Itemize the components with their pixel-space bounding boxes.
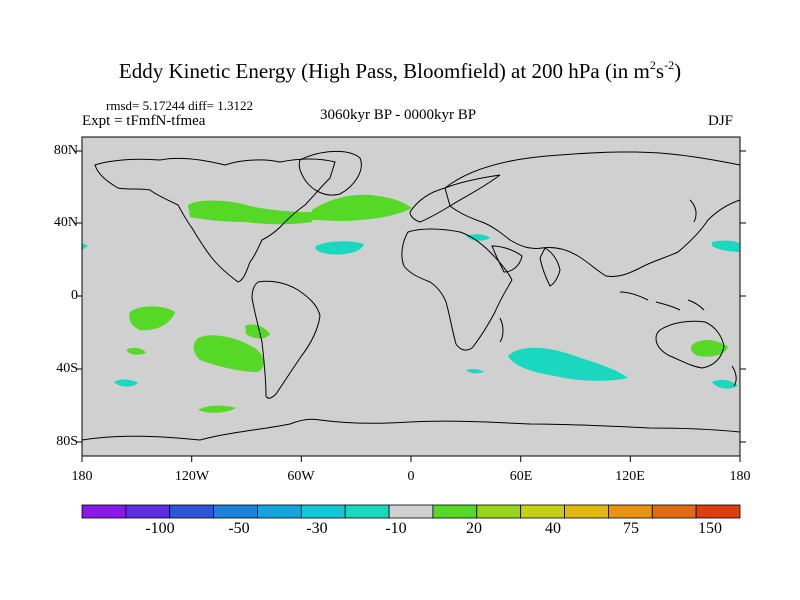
anomaly-north-america — [188, 200, 312, 225]
anomaly-atlantic-subtropical — [315, 241, 364, 255]
colorbar-label: -100 — [145, 520, 175, 537]
title-superscript-1: 2 — [649, 58, 656, 72]
coast-japan — [689, 199, 697, 223]
colorbar-swatch — [213, 504, 258, 519]
anomaly-indian-ocean — [508, 347, 628, 381]
anomaly-south-pacific-central — [193, 335, 265, 372]
anomaly-south-atlantic — [466, 368, 484, 374]
colorbar-swatch — [125, 504, 171, 519]
lat-label-40n: 40N — [53, 215, 78, 230]
anomaly-australia — [690, 339, 728, 357]
colorbar-swatch — [695, 504, 741, 519]
anomaly-mediterranean — [466, 234, 490, 241]
lon-label-60w: 60W — [287, 469, 315, 484]
coast-arabia — [491, 245, 523, 273]
colorbar-label: 75 — [623, 520, 639, 537]
coast-antarctica — [81, 418, 741, 441]
season-label: DJF — [708, 113, 734, 129]
axis-ticks — [76, 150, 746, 462]
period-label: 3060kyr BP - 0000kyr BP — [320, 107, 477, 123]
anomaly-north-pacific-west — [82, 243, 88, 250]
lat-label-80n: 80N — [53, 143, 78, 158]
coast-asia — [444, 151, 741, 277]
anomaly-south-pacific-east — [245, 324, 270, 339]
lon-label-60e: 60E — [509, 469, 533, 484]
colorbar-swatch — [388, 504, 434, 519]
experiment-label: Expt = tFmfN-tfmea — [82, 113, 206, 129]
anomaly-south-pacific-west — [114, 379, 138, 387]
lon-label-120e: 120E — [615, 469, 645, 484]
positive-anomaly-regions — [126, 194, 728, 413]
coast-africa — [401, 228, 513, 351]
lon-label-120w: 120W — [174, 469, 210, 484]
coast-india — [539, 247, 561, 287]
colorbar-label: 150 — [698, 520, 722, 537]
lon-label-180w: 180 — [71, 469, 93, 484]
colorbar-swatch — [520, 504, 565, 519]
anomaly-north-atlantic — [312, 194, 412, 221]
coast-madagascar — [499, 317, 504, 343]
lat-label-80s: 80S — [56, 434, 78, 449]
coast-greenland — [298, 150, 362, 196]
anomaly-north-pacific-east — [712, 240, 740, 252]
stats-label: rmsd= 5.17244 diff= 1.3122 — [106, 98, 253, 113]
colorbar-swatch — [432, 504, 478, 519]
colorbar-swatch — [257, 504, 302, 519]
coastlines — [81, 150, 741, 441]
anomaly-tasman — [712, 379, 738, 389]
colorbar-label: 20 — [466, 520, 482, 537]
lat-label-0: 0 — [71, 288, 78, 303]
colorbar-swatch — [608, 504, 653, 519]
colorbar-swatch — [169, 504, 214, 519]
colorbar — [81, 504, 741, 519]
coast-europe — [409, 174, 501, 223]
title-text: Eddy Kinetic Energy (High Pass, Bloomfie… — [118, 59, 650, 83]
anomaly-south-pacific-southern — [198, 405, 236, 413]
colorbar-label: -50 — [228, 520, 250, 537]
title-close: ) — [674, 59, 682, 83]
chart-title: Eddy Kinetic Energy (High Pass, Bloomfie… — [0, 58, 800, 84]
coast-north-america — [94, 157, 336, 283]
lat-label-40s: 40S — [56, 361, 78, 376]
colorbar-swatch — [564, 504, 609, 519]
colorbar-label: 40 — [545, 520, 561, 537]
map-background — [82, 137, 740, 456]
lon-label-0: 0 — [407, 469, 415, 484]
coast-south-america — [251, 280, 321, 399]
colorbar-swatch — [476, 504, 522, 519]
colorbar-swatch — [651, 504, 697, 519]
title-superscript-2: -2 — [664, 58, 675, 72]
coast-australia — [655, 320, 725, 369]
coast-indonesia — [619, 291, 705, 311]
colorbar-swatch — [344, 504, 390, 519]
colorbar-label: -10 — [385, 520, 407, 537]
negative-anomaly-regions — [82, 234, 740, 389]
title-unit-s: s — [655, 59, 665, 83]
lon-label-180e: 180 — [729, 469, 751, 484]
colorbar-swatch — [300, 504, 346, 519]
colorbar-label: -30 — [306, 520, 328, 537]
coast-new-zealand — [731, 365, 737, 387]
colorbar-swatch — [81, 504, 127, 519]
anomaly-south-pacific-small — [126, 347, 146, 355]
anomaly-south-pacific-north — [129, 306, 175, 331]
